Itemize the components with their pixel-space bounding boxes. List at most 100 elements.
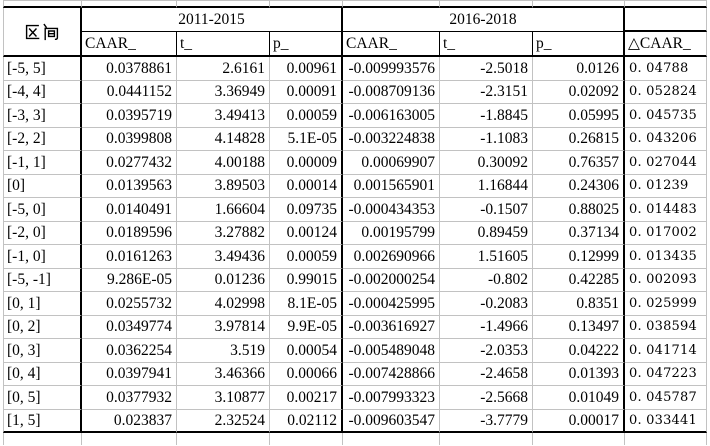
cell-interval[interactable]: [0, 1] xyxy=(3,292,82,316)
cell-delta-caar[interactable]: 0. 04788 xyxy=(625,57,707,81)
sheet-sliver-cell-top[interactable] xyxy=(533,0,625,8)
cell-caar-2011[interactable]: 0.0377932 xyxy=(82,386,177,410)
sheet-sliver-cell-bottom[interactable] xyxy=(440,433,533,445)
cell-p-2016[interactable]: 0.02092 xyxy=(533,80,625,104)
sheet-sliver-cell-top[interactable] xyxy=(177,0,270,8)
cell-t-2016[interactable]: -1.1083 xyxy=(440,127,533,151)
header-empty-cell[interactable] xyxy=(625,8,707,32)
cell-t-2016[interactable]: -1.8845 xyxy=(440,104,533,128)
cell-interval[interactable]: [-4, 4] xyxy=(3,80,82,104)
cell-p-2011[interactable]: 0.00014 xyxy=(270,174,343,198)
cell-t-2011[interactable]: 3.89503 xyxy=(177,174,270,198)
cell-caar-2016[interactable]: 0.001565901 xyxy=(343,174,440,198)
cell-caar-2016[interactable]: 0.00195799 xyxy=(343,221,440,245)
cell-interval[interactable]: [-5, 0] xyxy=(3,198,82,222)
cell-p-2011[interactable]: 0.02112 xyxy=(270,409,343,433)
cell-caar-2011[interactable]: 0.0397941 xyxy=(82,362,177,386)
cell-delta-caar[interactable]: 0. 01239 xyxy=(625,174,707,198)
cell-caar-2016[interactable]: -0.000425995 xyxy=(343,292,440,316)
cell-caar-2011[interactable]: 9.286E-05 xyxy=(82,268,177,292)
cell-t-2016[interactable]: -2.3151 xyxy=(440,80,533,104)
sheet-sliver-cell-bottom[interactable] xyxy=(3,433,82,445)
cell-interval[interactable]: [-2, 2] xyxy=(3,127,82,151)
cell-p-2011[interactable]: 5.1E-05 xyxy=(270,127,343,151)
cell-delta-caar[interactable]: 0. 045787 xyxy=(625,386,707,410)
cell-p-2016[interactable]: 0.04222 xyxy=(533,339,625,363)
header-t-2011[interactable]: t_ xyxy=(177,32,270,57)
cell-p-2016[interactable]: 0.01049 xyxy=(533,386,625,410)
cell-p-2011[interactable]: 0.00961 xyxy=(270,57,343,81)
cell-t-2011[interactable]: 3.46366 xyxy=(177,362,270,386)
sheet-sliver-cell-top[interactable] xyxy=(270,0,343,8)
cell-p-2016[interactable]: 0.13497 xyxy=(533,315,625,339)
cell-caar-2011[interactable]: 0.0395719 xyxy=(82,104,177,128)
cell-p-2016[interactable]: 0.00017 xyxy=(533,409,625,433)
cell-t-2011[interactable]: 3.519 xyxy=(177,339,270,363)
cell-delta-caar[interactable]: 0. 033441 xyxy=(625,409,707,433)
sheet-sliver-cell-bottom[interactable] xyxy=(82,433,177,445)
cell-caar-2016[interactable]: -0.000434353 xyxy=(343,198,440,222)
cell-p-2011[interactable]: 9.9E-05 xyxy=(270,315,343,339)
cell-delta-caar[interactable]: 0. 025999 xyxy=(625,292,707,316)
cell-interval[interactable]: [0, 3] xyxy=(3,339,82,363)
cell-p-2011[interactable]: 8.1E-05 xyxy=(270,292,343,316)
cell-t-2011[interactable]: 2.6161 xyxy=(177,57,270,81)
cell-delta-caar[interactable]: 0. 045735 xyxy=(625,104,707,128)
cell-p-2011[interactable]: 0.00059 xyxy=(270,104,343,128)
cell-caar-2016[interactable]: -0.008709136 xyxy=(343,80,440,104)
cell-interval[interactable]: [0, 4] xyxy=(3,362,82,386)
cell-interval[interactable]: [-2, 0] xyxy=(3,221,82,245)
cell-t-2016[interactable]: -2.5668 xyxy=(440,386,533,410)
cell-p-2016[interactable]: 0.26815 xyxy=(533,127,625,151)
cell-t-2011[interactable]: 4.14828 xyxy=(177,127,270,151)
cell-t-2011[interactable]: 3.27882 xyxy=(177,221,270,245)
cell-caar-2011[interactable]: 0.0139563 xyxy=(82,174,177,198)
cell-p-2011[interactable]: 0.00124 xyxy=(270,221,343,245)
cell-delta-caar[interactable]: 0. 014483 xyxy=(625,198,707,222)
cell-delta-caar[interactable]: 0. 038594 xyxy=(625,315,707,339)
sheet-sliver-cell-top[interactable] xyxy=(3,0,82,8)
cell-t-2016[interactable]: -3.7779 xyxy=(440,409,533,433)
cell-caar-2011[interactable]: 0.0277432 xyxy=(82,151,177,175)
cell-p-2016[interactable]: 0.42285 xyxy=(533,268,625,292)
sheet-sliver-cell-bottom[interactable] xyxy=(270,433,343,445)
cell-interval[interactable]: [-1, 0] xyxy=(3,245,82,269)
cell-delta-caar[interactable]: 0. 027044 xyxy=(625,151,707,175)
cell-t-2016[interactable]: -1.4966 xyxy=(440,315,533,339)
cell-t-2016[interactable]: -2.4658 xyxy=(440,362,533,386)
cell-caar-2011[interactable]: 0.0140491 xyxy=(82,198,177,222)
cell-t-2016[interactable]: -2.5018 xyxy=(440,57,533,81)
cell-caar-2011[interactable]: 0.023837 xyxy=(82,409,177,433)
cell-delta-caar[interactable]: 0. 043206 xyxy=(625,127,707,151)
cell-t-2016[interactable]: -0.802 xyxy=(440,268,533,292)
cell-t-2011[interactable]: 3.10877 xyxy=(177,386,270,410)
cell-interval[interactable]: [0, 2] xyxy=(3,315,82,339)
cell-p-2011[interactable]: 0.09735 xyxy=(270,198,343,222)
header-period-2016-2018[interactable]: 2016-2018 xyxy=(343,8,625,32)
cell-interval[interactable]: [0, 5] xyxy=(3,386,82,410)
cell-caar-2011[interactable]: 0.0362254 xyxy=(82,339,177,363)
header-caar-2016[interactable]: CAAR_ xyxy=(343,32,440,57)
cell-p-2016[interactable]: 0.01393 xyxy=(533,362,625,386)
cell-t-2011[interactable]: 4.02998 xyxy=(177,292,270,316)
cell-t-2011[interactable]: 4.00188 xyxy=(177,151,270,175)
sheet-sliver-cell-bottom[interactable] xyxy=(625,433,707,445)
cell-p-2016[interactable]: 0.37134 xyxy=(533,221,625,245)
cell-p-2016[interactable]: 0.0126 xyxy=(533,57,625,81)
cell-caar-2011[interactable]: 0.0161263 xyxy=(82,245,177,269)
cell-t-2016[interactable]: 1.16844 xyxy=(440,174,533,198)
cell-p-2011[interactable]: 0.00054 xyxy=(270,339,343,363)
cell-p-2016[interactable]: 0.8351 xyxy=(533,292,625,316)
header-period-2011-2015[interactable]: 2011-2015 xyxy=(82,8,343,32)
cell-p-2011[interactable]: 0.99015 xyxy=(270,268,343,292)
cell-t-2016[interactable]: -2.0353 xyxy=(440,339,533,363)
cell-t-2011[interactable]: 3.97814 xyxy=(177,315,270,339)
cell-caar-2016[interactable]: -0.003224838 xyxy=(343,127,440,151)
cell-caar-2011[interactable]: 0.0441152 xyxy=(82,80,177,104)
sheet-sliver-cell-bottom[interactable] xyxy=(533,433,625,445)
sheet-sliver-cell-bottom[interactable] xyxy=(177,433,270,445)
cell-p-2016[interactable]: 0.76357 xyxy=(533,151,625,175)
cell-interval[interactable]: [0] xyxy=(3,174,82,198)
cell-interval[interactable]: [-5, -1] xyxy=(3,268,82,292)
cell-t-2011[interactable]: 1.66604 xyxy=(177,198,270,222)
